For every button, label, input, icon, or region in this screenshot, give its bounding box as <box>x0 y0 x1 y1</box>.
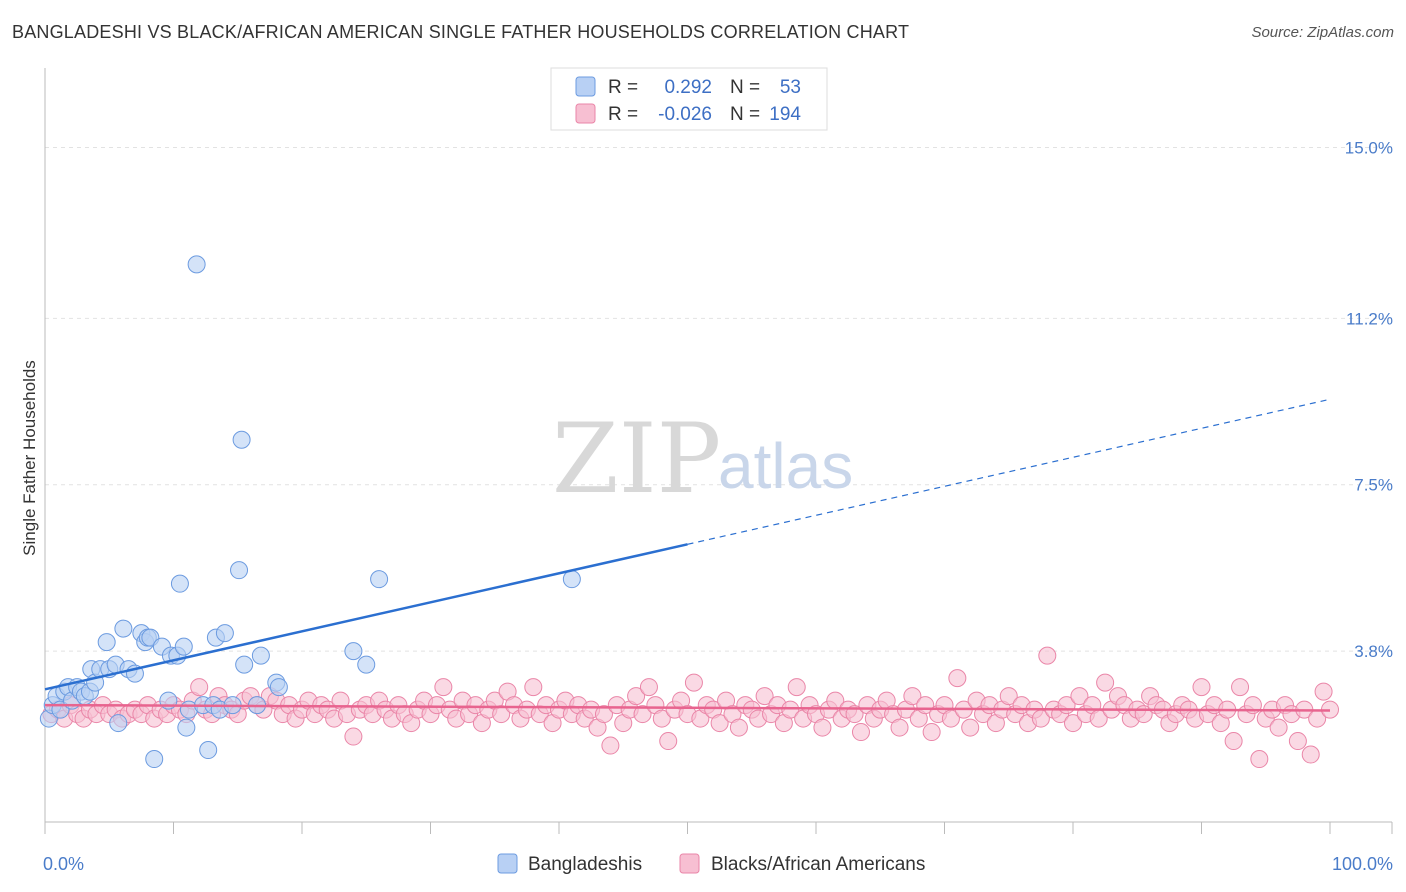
pink-point-137 <box>922 723 941 742</box>
pink-point-93 <box>639 678 658 697</box>
y-tick-label-2: 11.2% <box>1346 309 1393 328</box>
pink-point-107 <box>729 718 748 737</box>
x-tick-label-max: 100.0% <box>1332 854 1393 874</box>
blue-point-14 <box>97 633 116 652</box>
legend-box <box>550 67 828 131</box>
blue-point-31 <box>174 637 193 656</box>
pink-point-160 <box>1070 687 1089 706</box>
legend-n-label-blue: N = <box>730 77 760 98</box>
pink-point-95 <box>652 709 671 728</box>
legend: R = 0.292 N = 53 R = -0.026 N = 194 <box>550 67 828 131</box>
pink-point-125 <box>845 705 864 724</box>
pink-point-185 <box>1231 678 1250 697</box>
source-credit: Source: ZipAtlas.com <box>1251 24 1394 41</box>
axes <box>44 68 1393 834</box>
pink-point-141 <box>948 669 967 688</box>
pink-point-143 <box>961 718 980 737</box>
y-axis-label: Single Father Households <box>20 360 39 556</box>
blue-point-51 <box>370 570 389 589</box>
pink-point-155 <box>1038 646 1057 665</box>
bottom-legend-label-blue: Bangladeshis <box>528 854 642 875</box>
blue-trendline <box>44 543 688 691</box>
pink-point-184 <box>1224 732 1243 751</box>
legend-r-label-pink: R = <box>608 104 638 125</box>
legend-r-label-blue: R = <box>608 77 638 98</box>
x-tick-label-min: 0.0% <box>43 854 84 874</box>
pink-point-194 <box>1288 732 1307 751</box>
pink-trendline <box>44 703 1331 712</box>
pink-point-100 <box>684 673 703 692</box>
blue-point-46 <box>251 646 270 665</box>
blue-point-32 <box>177 718 196 737</box>
legend-n-label-pink: N = <box>730 104 760 125</box>
blue-point-40 <box>215 624 234 643</box>
watermark-atlas: atlas <box>718 430 853 502</box>
y-tick-label-3: 15.0% <box>1345 138 1393 157</box>
bottom-legend: Bangladeshis Blacks/African Americans <box>497 853 925 875</box>
legend-n-value-pink: 194 <box>769 104 801 125</box>
blue-point-43 <box>232 430 251 449</box>
pink-point-70 <box>492 705 511 724</box>
pink-point-75 <box>524 678 543 697</box>
pink-point-116 <box>787 678 806 697</box>
watermark-zip: ZIP <box>552 403 721 515</box>
blue-point-25 <box>145 750 164 769</box>
pink-point-87 <box>601 736 620 755</box>
blue-point-42 <box>230 561 249 580</box>
bottom-legend-label-pink: Blacks/African Americans <box>711 854 925 875</box>
y-tick-labels: 3.8% 7.5% 11.2% 15.0% <box>1345 138 1393 661</box>
blue-point-36 <box>199 741 218 760</box>
pink-point-132 <box>890 718 909 737</box>
pink-point-164 <box>1096 673 1115 692</box>
x-tick-labels: 0.0% 100.0% <box>43 854 1393 874</box>
pink-point-126 <box>851 723 870 742</box>
pink-point-111 <box>755 687 774 706</box>
pink-point-191 <box>1269 718 1288 737</box>
pink-point-179 <box>1192 678 1211 697</box>
pink-point-104 <box>710 714 729 733</box>
y-tick-label-1: 7.5% <box>1354 476 1393 495</box>
pink-point-92 <box>633 705 652 724</box>
pink-point-115 <box>781 700 800 719</box>
pink-point-23 <box>190 678 209 697</box>
pink-point-47 <box>344 727 363 746</box>
blue-series-points <box>39 255 581 769</box>
blue-point-30 <box>170 574 189 593</box>
trendlines <box>44 398 1331 712</box>
pink-point-149 <box>999 687 1018 706</box>
blue-point-44 <box>235 655 254 674</box>
blue-point-48 <box>269 678 288 697</box>
bottom-legend-swatch-blue <box>497 853 518 874</box>
blue-point-18 <box>114 619 133 638</box>
legend-swatch-pink <box>575 103 596 124</box>
blue-point-50 <box>357 655 376 674</box>
legend-r-value-blue: 0.292 <box>664 77 712 98</box>
pink-point-188 <box>1250 750 1269 769</box>
pink-point-86 <box>594 705 613 724</box>
pink-point-61 <box>434 678 453 697</box>
blue-point-17 <box>109 714 128 733</box>
blue-point-49 <box>344 642 363 661</box>
blue-point-34 <box>187 255 206 274</box>
gridlines <box>45 146 1392 652</box>
legend-swatch-blue <box>575 76 596 97</box>
pink-point-196 <box>1301 745 1320 764</box>
pink-point-120 <box>813 718 832 737</box>
blue-point-52 <box>562 570 581 589</box>
pink-point-96 <box>659 732 678 751</box>
pink-point-198 <box>1314 682 1333 701</box>
chart-title: BANGLADESHI VS BLACK/AFRICAN AMERICAN SI… <box>12 22 910 42</box>
bottom-legend-swatch-pink <box>679 853 700 874</box>
legend-r-value-pink: -0.026 <box>658 104 712 125</box>
y-tick-label-0: 3.8% <box>1354 642 1393 661</box>
pink-point-91 <box>627 687 646 706</box>
legend-n-value-blue: 53 <box>780 77 801 98</box>
watermark: ZIP atlas <box>552 403 853 515</box>
pink-point-134 <box>903 687 922 706</box>
pink-point-159 <box>1064 714 1082 733</box>
